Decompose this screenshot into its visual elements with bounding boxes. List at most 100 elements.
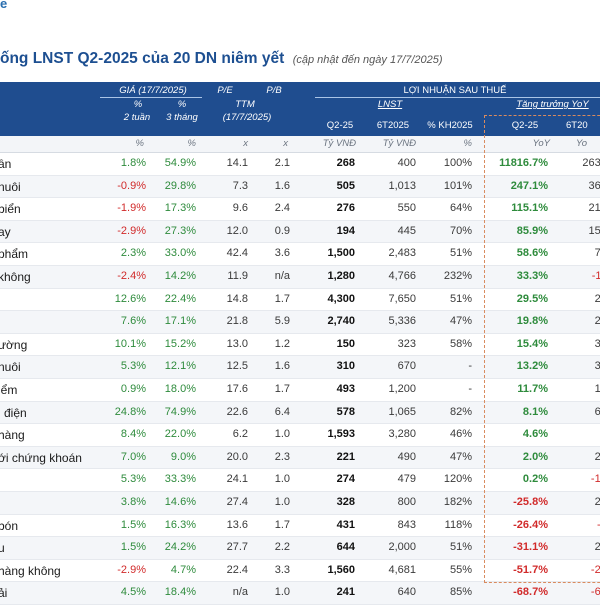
table-row: bón 1.5% 16.3% 13.6 1.7 431 843 118% -26.4% -9.8 [0, 515, 600, 538]
cell-kh: 100% [443, 157, 472, 169]
cell-h6: 4,766 [388, 269, 416, 282]
cell-h6: 4,681 [388, 563, 416, 576]
cell-yoy: 247.1% [510, 179, 548, 192]
cell-name: phẩm [0, 247, 29, 262]
cell-w2: 5.3% [120, 473, 146, 486]
cell-kh: 118% [444, 518, 472, 531]
cell-pb: 5.9 [274, 315, 290, 328]
cell-pe: 12.5 [226, 360, 248, 373]
cell-yoy6: -23.9 [590, 563, 600, 576]
header-gia-group: GIÁ (17/7/2025) [119, 85, 187, 96]
unit-ty-vnd: Tỷ VNĐ [322, 138, 356, 149]
cell-kh: - [468, 360, 472, 373]
cell-yoy: 0.2% [522, 473, 548, 486]
header-lnst: LNST [377, 99, 403, 110]
cell-kh: 101% [443, 179, 472, 192]
cell-yoy6: 21.6 [594, 495, 600, 508]
cell-m3: 54.9% [164, 157, 196, 169]
cell-pe: 11.9 [227, 269, 248, 282]
cell-m3: 15.2% [164, 337, 196, 350]
table-row: hàng không -2.9% 4.7% 22.4 3.3 1,560 4,681 55% -… [0, 560, 600, 583]
cell-pe: 6.2 [232, 428, 248, 441]
cell-name: nuôi [0, 179, 21, 194]
cell-m3: 22.4% [164, 292, 196, 305]
cell-m3: 18.0% [164, 382, 196, 395]
unit-pct: % [187, 138, 196, 149]
cell-name: biển [0, 202, 21, 217]
cell-m3: 29.8% [164, 179, 196, 192]
cell-yoy: 4.6% [522, 428, 548, 441]
cell-yoy6: 364.6 [588, 179, 600, 192]
cell-q2: 2,740 [327, 315, 355, 328]
cell-w2: 3.8% [120, 495, 146, 508]
cell-q2: 1,593 [327, 428, 355, 441]
cell-name: ải [0, 586, 8, 601]
header-pct-kh2025: % KH2025 [427, 120, 473, 131]
cell-q2: 431 [336, 518, 355, 531]
cell-yoy: 29.5% [516, 292, 548, 305]
cell-kh: 46% [449, 428, 472, 441]
cell-name: u [0, 541, 5, 556]
header-2-tuan: 2 tuần [123, 112, 151, 123]
cell-yoy: 115.1% [511, 202, 548, 215]
cell-pb: 1.7 [274, 518, 290, 531]
table-row: biển -1.9% 17.3% 9.6 2.4 276 550 64% 115.1% 212.6 [0, 198, 600, 221]
cell-yoy6: 23.4 [594, 292, 600, 305]
unit-pct: % [135, 138, 144, 149]
cell-yoy: 58.6% [516, 247, 548, 260]
cell-pe: 20.0 [226, 450, 248, 463]
cell-pb: 1.0 [274, 473, 290, 486]
cell-name: ay [0, 224, 11, 239]
cell-m3: 24.2% [164, 541, 196, 554]
header-divider [100, 97, 202, 98]
cell-pb: 1.7 [274, 292, 290, 305]
cell-pb: 1.0 [274, 495, 290, 508]
cell-w2: 2.3% [120, 247, 146, 260]
cell-h6: 445 [397, 224, 416, 237]
cell-m3: 17.1% [164, 315, 196, 328]
cell-w2: 4.5% [120, 586, 146, 599]
cell-q2: 644 [336, 541, 355, 554]
cell-q2: 274 [336, 473, 355, 486]
cell-kh: 70% [449, 224, 472, 237]
cell-h6: 550 [397, 202, 416, 215]
unit-x: x [283, 138, 288, 149]
cell-yoy6: -19.1 [590, 473, 600, 486]
table-body: ần 1.8% 54.9% 14.1 2.1 268 400 100% 11816.7% 2636… [0, 153, 600, 605]
cell-yoy: 11.7% [517, 382, 548, 395]
table-row: iểm 0.9% 18.0% 17.6 1.7 493 1,200 - 11.7% 13.4 [0, 379, 600, 402]
cell-name: i điện [0, 405, 27, 420]
unit-pct: % [463, 138, 472, 149]
cell-m3: 14.6% [164, 495, 196, 508]
cell-h6: 479 [397, 473, 416, 486]
cell-pb: 2.3 [274, 450, 290, 463]
cell-q2: 150 [336, 337, 355, 350]
cell-yoy6: -11.8 [591, 269, 600, 282]
cell-pe: 42.4 [226, 247, 248, 260]
cell-m3: 4.7% [170, 563, 196, 576]
cell-yoy: 2.0% [522, 450, 548, 463]
title-main: ống LNST Q2-2025 của 20 DN niêm yết [0, 50, 285, 67]
cell-m3: 9.0% [170, 450, 196, 463]
table-row: 5.3% 33.3% 24.1 1.0 274 479 120% 0.2% -19.1 [0, 469, 600, 492]
cell-w2: 1.5% [120, 518, 146, 531]
cell-pe: 7.3 [232, 179, 248, 192]
cell-yoy6: 74.3 [594, 247, 600, 260]
cell-h6: 3,280 [388, 428, 416, 441]
cell-h6: 7,650 [388, 292, 416, 305]
cell-yoy6: 212.6 [588, 202, 600, 215]
logo-icon: e [0, 0, 8, 11]
header-pe: P/E [217, 85, 233, 96]
cell-yoy: -25.8% [513, 495, 548, 508]
cell-yoy: -68.7% [513, 586, 548, 599]
cell-m3: 12.1% [164, 360, 196, 373]
cell-pb: 1.6 [274, 179, 290, 192]
cell-h6: 400 [397, 157, 416, 169]
cell-q2: 4,300 [327, 292, 355, 305]
header-3-thang: 3 tháng [166, 112, 198, 123]
cell-kh: 47% [449, 315, 472, 328]
cell-m3: 16.3% [164, 518, 196, 531]
cell-w2: -0.9% [117, 179, 146, 192]
cell-w2: 10.1% [114, 337, 146, 350]
table-row: phẩm 2.3% 33.0% 42.4 3.6 1,500 2,483 51% 58.6% 74… [0, 243, 600, 266]
